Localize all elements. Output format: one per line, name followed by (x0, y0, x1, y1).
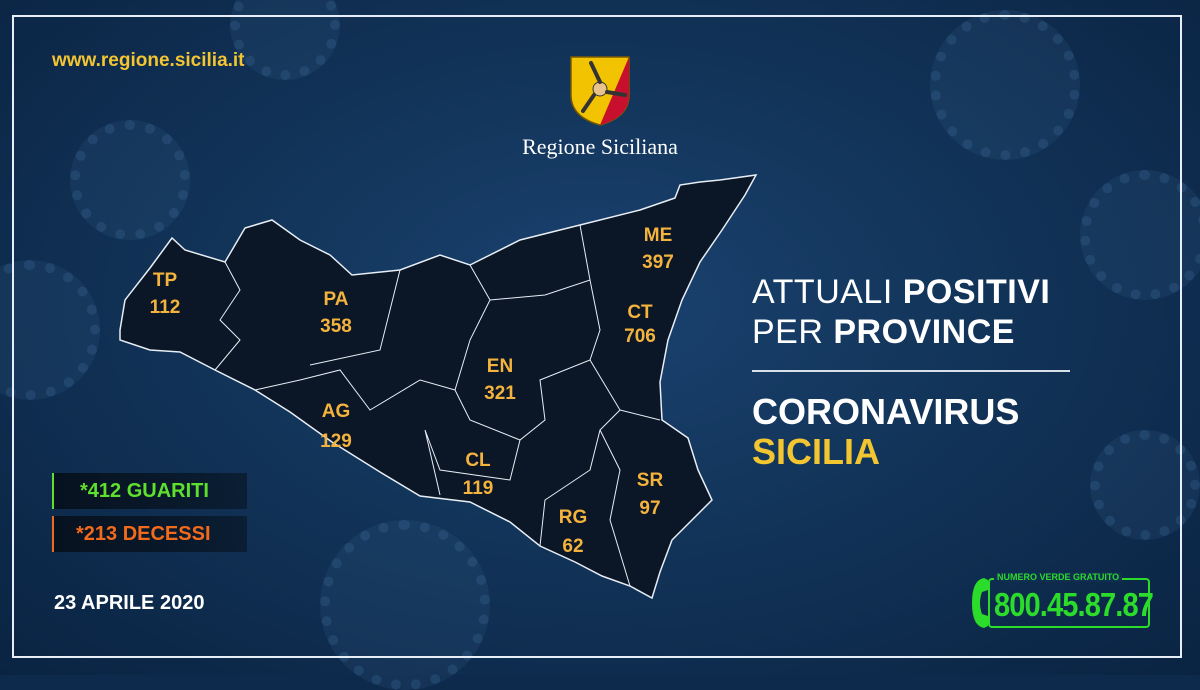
subtitle-sicilia: SICILIA (752, 431, 881, 472)
province-value: 112 (149, 297, 181, 318)
province-value: 397 (642, 252, 674, 273)
province-rg: RG 62 (543, 503, 603, 561)
province-value: 119 (462, 478, 494, 499)
title-line-1: ATTUALI POSITIVI (752, 272, 1050, 312)
deaths-stat: *213 DECESSI (52, 516, 247, 552)
divider (752, 370, 1070, 372)
province-value: 97 (639, 498, 661, 519)
regione-siciliana-crest-logo (570, 56, 630, 126)
province-sr: SR 97 (620, 467, 680, 523)
province-cl: CL 119 (448, 447, 508, 503)
province-code: CL (465, 450, 491, 471)
province-code: RG (558, 507, 588, 528)
province-code: AG (321, 401, 351, 422)
province-value: 358 (320, 316, 352, 337)
website-url[interactable]: www.regione.sicilia.it (52, 50, 245, 71)
phone-icon (972, 578, 988, 628)
province-code: ME (643, 225, 673, 246)
hotline-label: NUMERO VERDE GRATUITO (994, 572, 1123, 582)
title-line-2: PER PROVINCE (752, 312, 1050, 352)
province-ag: AG 129 (306, 397, 366, 457)
province-code: EN (486, 356, 514, 377)
province-value: 706 (624, 326, 656, 347)
frame-border (12, 15, 1182, 658)
main-title: ATTUALI POSITIVI PER PROVINCE (752, 272, 1050, 352)
sicily-outline (119, 174, 758, 600)
province-code: PA (323, 289, 349, 310)
province-value: 321 (484, 383, 516, 404)
regione-siciliana-logo-text: Regione Siciliana (522, 134, 678, 159)
province-en: EN 321 (470, 353, 530, 407)
province-borders (214, 224, 661, 587)
province-code: SR (636, 470, 664, 491)
province-pa: PA 358 (306, 286, 366, 340)
title-line-2-bold: PROVINCE (833, 313, 1015, 351)
province-code: CT (627, 302, 653, 323)
province-ct: CT 706 (610, 301, 670, 349)
title-line-1-bold: POSITIVI (902, 273, 1051, 311)
province-value: 129 (320, 431, 352, 452)
title-line-2-normal: PER (752, 313, 834, 351)
recovered-stat: *412 GUARITI (52, 473, 247, 509)
date-label: 23 APRILE 2020 (54, 592, 205, 614)
virus-decoration (70, 120, 190, 240)
sicily-map (119, 174, 758, 600)
subtitle-coronavirus: CORONAVIRUS (752, 391, 1020, 432)
virus-decoration (930, 10, 1080, 160)
province-me: ME 397 (628, 222, 688, 276)
province-tp: TP 112 (135, 267, 195, 321)
province-code: TP (152, 270, 178, 291)
hotline-box[interactable]: NUMERO VERDE GRATUITO 800.45.87.87 (968, 572, 1154, 632)
virus-decoration (320, 520, 490, 690)
province-value: 62 (562, 536, 584, 557)
title-line-1-normal: ATTUALI (752, 273, 903, 311)
hotline-number[interactable]: 800.45.87.87 (994, 586, 1154, 623)
